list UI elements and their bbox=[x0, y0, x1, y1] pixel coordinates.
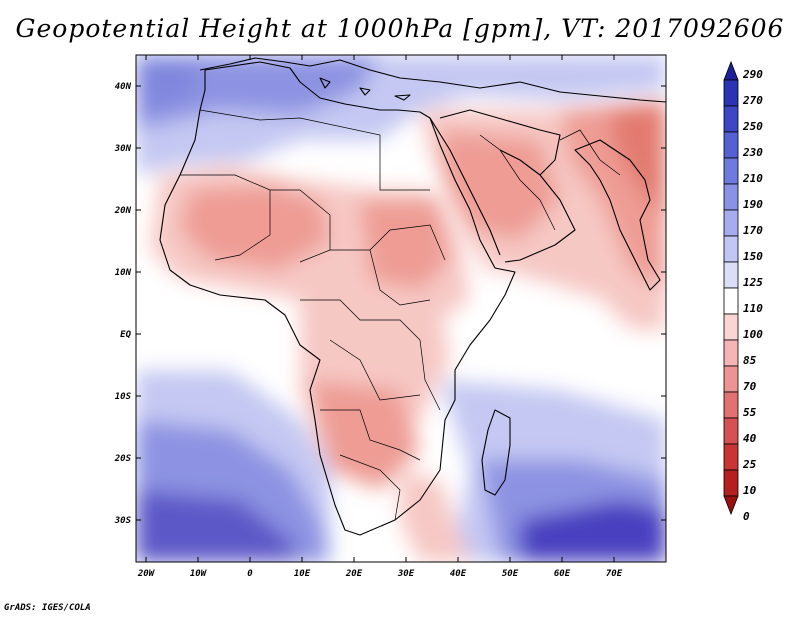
colorbar-swatch bbox=[723, 79, 739, 107]
colorbar-label: 70 bbox=[743, 380, 757, 393]
india-high-deep bbox=[610, 105, 666, 220]
lat-label: 30S bbox=[114, 516, 132, 526]
lat-label: 10S bbox=[115, 392, 132, 402]
lon-label: 20W bbox=[137, 569, 156, 579]
lon-label: 50E bbox=[502, 569, 519, 579]
lon-label: 40E bbox=[450, 569, 467, 579]
colorbar-swatch bbox=[723, 313, 739, 341]
arabia-coast bbox=[439, 109, 576, 263]
colorbar-swatch bbox=[723, 261, 739, 289]
lon-label: 30E bbox=[397, 569, 415, 579]
lat-axis: 40N 30N 20N 10N EQ 10S 20S 30S bbox=[114, 82, 132, 526]
colorbar-swatch bbox=[723, 131, 739, 159]
map-frame bbox=[135, 54, 667, 563]
colorbar-label: 0 bbox=[743, 510, 750, 523]
colorbar-top-arrow bbox=[723, 60, 739, 81]
colorbar-label: 170 bbox=[743, 224, 763, 237]
lat-label: 30N bbox=[114, 144, 132, 154]
colorbar-label: 10 bbox=[743, 484, 757, 497]
arabian-sea-white bbox=[480, 270, 640, 380]
lon-label: 20E bbox=[345, 569, 363, 579]
lon-label: 0 bbox=[247, 569, 253, 579]
colorbar-bottom-arrow bbox=[723, 495, 739, 516]
colorbar-swatch bbox=[723, 105, 739, 133]
colorbar-swatch bbox=[723, 235, 739, 263]
colorbar-label: 210 bbox=[742, 172, 763, 185]
grads-credit: GrADS: IGES/COLA bbox=[4, 603, 91, 613]
europe-coast bbox=[199, 57, 666, 103]
africa-coastline bbox=[159, 61, 516, 536]
colorbar-label: 230 bbox=[742, 146, 763, 159]
tropical-atlantic-pale bbox=[136, 280, 290, 370]
north-low-west bbox=[136, 60, 200, 110]
lon-label: 70E bbox=[606, 569, 623, 579]
colorbar-swatch bbox=[723, 339, 739, 367]
height-field bbox=[136, 55, 666, 562]
colorbar-label: 25 bbox=[742, 458, 757, 471]
colorbar-swatch bbox=[723, 469, 739, 497]
lat-label: 20N bbox=[114, 206, 132, 216]
colorbar-swatch bbox=[723, 183, 739, 211]
lon-label: 10E bbox=[294, 569, 311, 579]
colorbar-label: 40 bbox=[743, 432, 757, 445]
map-title: Geopotential Height at 1000hPa [gpm], VT… bbox=[15, 14, 785, 43]
colorbar-swatch bbox=[723, 365, 739, 393]
colorbar: 2902702502302101901701501251101008570554… bbox=[723, 60, 763, 523]
colorbar-label: 250 bbox=[742, 120, 763, 133]
lat-label: 10N bbox=[115, 268, 132, 278]
colorbar-label: 85 bbox=[743, 354, 757, 367]
lat-label: 20S bbox=[114, 454, 132, 464]
colorbar-label: 55 bbox=[743, 406, 757, 419]
persian-gulf bbox=[499, 149, 541, 176]
colorbar-swatch bbox=[723, 209, 739, 237]
sahara-high-core bbox=[180, 185, 330, 270]
colorbar-swatch bbox=[723, 391, 739, 419]
moz-channel-high bbox=[400, 470, 470, 562]
colorbar-label: 190 bbox=[743, 198, 763, 211]
colorbar-label: 125 bbox=[743, 276, 763, 289]
india-coast bbox=[574, 139, 661, 291]
colorbar-swatch bbox=[723, 417, 739, 445]
mediterranean-islands bbox=[319, 77, 411, 101]
lon-axis: 20W 10W 0 10E 20E 30E 40E 50E 60E 70E bbox=[137, 569, 623, 579]
south-low-deep bbox=[136, 490, 300, 562]
lat-ticks bbox=[136, 85, 666, 521]
north-low-core bbox=[136, 55, 380, 130]
country-borders bbox=[180, 109, 621, 521]
colorbar-label: 110 bbox=[743, 302, 763, 315]
arabia-high-core bbox=[440, 130, 560, 240]
lon-ticks bbox=[145, 55, 615, 562]
lon-label: 60E bbox=[554, 569, 571, 579]
madagascar-coast bbox=[481, 409, 511, 496]
colorbar-swatch bbox=[723, 443, 739, 471]
sudan-high bbox=[360, 200, 450, 290]
colorbar-label: 270 bbox=[742, 94, 763, 107]
colorbar-swatch bbox=[723, 157, 739, 185]
colorbar-label: 100 bbox=[743, 328, 763, 341]
colorbar-label: 290 bbox=[742, 68, 763, 81]
colorbar-swatch bbox=[723, 287, 739, 315]
red-sea-coast bbox=[429, 117, 501, 256]
indian-ocean-low-deep bbox=[520, 500, 666, 562]
lat-label: 40N bbox=[115, 82, 132, 92]
coastlines bbox=[159, 57, 666, 536]
lat-label: EQ bbox=[120, 330, 131, 340]
lon-label: 10W bbox=[190, 569, 208, 579]
southern-africa-core bbox=[310, 380, 420, 490]
colorbar-label: 150 bbox=[743, 250, 763, 263]
